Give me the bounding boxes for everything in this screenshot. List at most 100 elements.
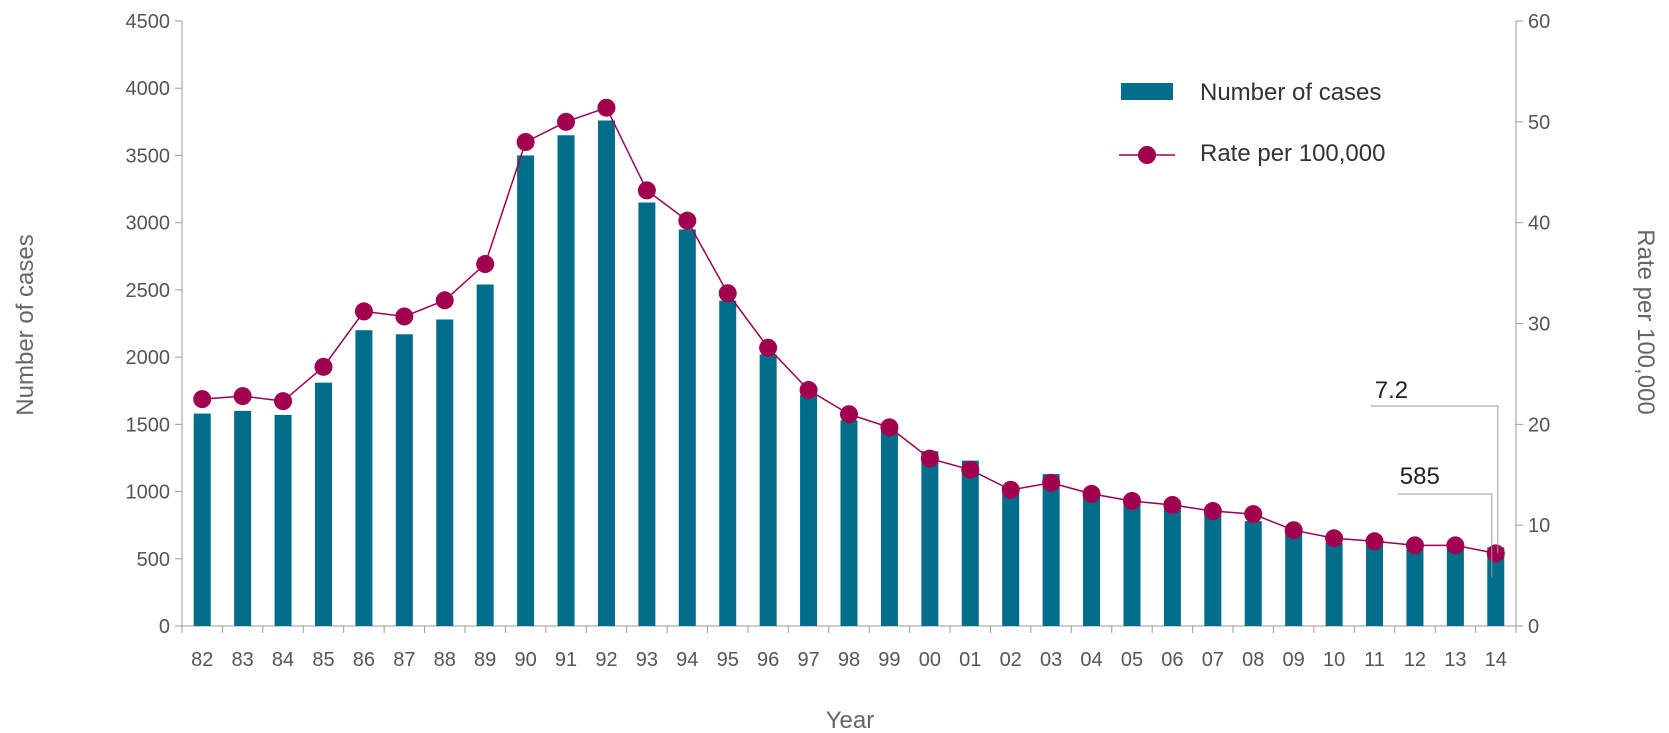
rate-point xyxy=(233,387,252,406)
rate-point xyxy=(314,357,333,376)
rate-point xyxy=(274,392,293,411)
annotation-leader-rate xyxy=(1370,405,1499,554)
bar xyxy=(1002,488,1020,626)
x-tick-label: 02 xyxy=(1000,649,1022,671)
y-tick-label: 500 xyxy=(137,549,170,571)
x-tick-label: 83 xyxy=(232,649,254,671)
x-tick-label: 86 xyxy=(353,649,375,671)
bar xyxy=(557,135,575,626)
rate-point xyxy=(395,307,414,326)
rate-point xyxy=(1001,480,1020,499)
rate-point xyxy=(193,390,212,409)
y-axis-title: Number of cases xyxy=(12,234,39,415)
y-tick-label: 0 xyxy=(159,616,170,638)
y2-axis-title: Rate per 100,000 xyxy=(1632,229,1659,414)
bar xyxy=(1446,548,1464,626)
bar xyxy=(840,420,858,626)
x-tick-label: 14 xyxy=(1485,649,1507,671)
y2-tick-label: 50 xyxy=(1528,112,1550,134)
x-tick-label: 01 xyxy=(959,649,981,671)
x-tick-label: 87 xyxy=(393,649,415,671)
x-tick-label: 12 xyxy=(1404,649,1426,671)
rate-point xyxy=(1365,532,1384,551)
legend: Number of cases Rate per 100,000 xyxy=(1119,79,1385,167)
y-tick-label: 4500 xyxy=(126,11,171,33)
y-tick-label: 4000 xyxy=(126,78,171,100)
annotations-group: 7.2 585 xyxy=(1370,377,1499,578)
y2-tick-label: 60 xyxy=(1528,11,1550,33)
x-tick-label: 91 xyxy=(555,649,577,671)
rate-point xyxy=(1203,502,1222,521)
y-tick-label: 3500 xyxy=(126,145,171,167)
rate-point xyxy=(1325,529,1344,548)
bar xyxy=(355,330,373,626)
x-tick-label: 13 xyxy=(1444,649,1466,671)
rate-point xyxy=(840,405,858,424)
legend-label-cases: Number of cases xyxy=(1200,79,1381,106)
x-tick-label: 09 xyxy=(1283,649,1305,671)
rate-point xyxy=(1405,536,1424,555)
rate-point xyxy=(1163,496,1182,514)
rate-point xyxy=(1284,521,1303,540)
x-tick-label: 88 xyxy=(434,649,456,671)
bars-group xyxy=(193,120,1505,626)
x-tick-label: 05 xyxy=(1121,649,1143,671)
x-tick-label: 00 xyxy=(919,649,941,671)
bar xyxy=(1325,542,1343,626)
x-tick-label: 85 xyxy=(312,649,334,671)
y2-tick-label: 40 xyxy=(1528,213,1550,235)
rate-point xyxy=(1082,484,1101,503)
bar xyxy=(678,229,696,626)
x-tick-label: 07 xyxy=(1202,649,1224,671)
legend-swatch-cases xyxy=(1121,83,1173,100)
x-tick-label: 94 xyxy=(676,649,698,671)
y-tick-label: 2000 xyxy=(126,347,171,369)
rate-point xyxy=(880,418,899,437)
rate-point xyxy=(678,211,697,230)
bar xyxy=(517,155,535,626)
rate-point xyxy=(1042,473,1061,492)
bar xyxy=(274,414,292,626)
bar xyxy=(395,334,413,626)
x-tick-label: 82 xyxy=(191,649,213,671)
x-tick-label: 96 xyxy=(757,649,779,671)
rate-point xyxy=(759,338,778,357)
bar xyxy=(759,354,777,626)
rate-point xyxy=(435,291,454,310)
y-tick-label: 1500 xyxy=(126,414,171,436)
x-tick-label: 97 xyxy=(797,649,819,671)
rate-point xyxy=(1446,536,1465,555)
bar xyxy=(314,382,332,626)
bar xyxy=(961,460,979,626)
rate-point xyxy=(476,255,495,274)
rate-point xyxy=(799,381,818,400)
rate-line-group xyxy=(193,98,1505,563)
y2-tick-label: 10 xyxy=(1528,515,1550,537)
x-tick-label: 03 xyxy=(1040,649,1062,671)
rate-point xyxy=(597,98,616,117)
bar xyxy=(1042,474,1060,626)
annotation-cases-label: 585 xyxy=(1400,463,1440,490)
bar xyxy=(921,451,939,626)
y-tick-label: 1000 xyxy=(126,482,171,504)
bar xyxy=(1083,491,1101,626)
legend-label-rate: Rate per 100,000 xyxy=(1200,140,1385,167)
rate-point xyxy=(920,449,939,468)
x-tick-label: 89 xyxy=(474,649,496,671)
bar xyxy=(476,284,494,626)
bar xyxy=(436,319,454,626)
bar xyxy=(800,394,818,626)
y-tick-label: 3000 xyxy=(126,213,171,235)
annotation-rate-label: 7.2 xyxy=(1375,377,1408,404)
x-tick-label: 10 xyxy=(1323,649,1345,671)
x-tick-label: 84 xyxy=(272,649,294,671)
rate-point xyxy=(516,133,535,151)
x-tick-label: 92 xyxy=(595,649,617,671)
y-tick-label: 2500 xyxy=(126,280,171,302)
rate-point xyxy=(1244,505,1263,524)
bar xyxy=(597,120,615,626)
legend-marker-rate xyxy=(1138,146,1156,164)
rate-point xyxy=(354,302,373,321)
bar xyxy=(1406,546,1424,626)
rate-point xyxy=(1122,491,1141,510)
